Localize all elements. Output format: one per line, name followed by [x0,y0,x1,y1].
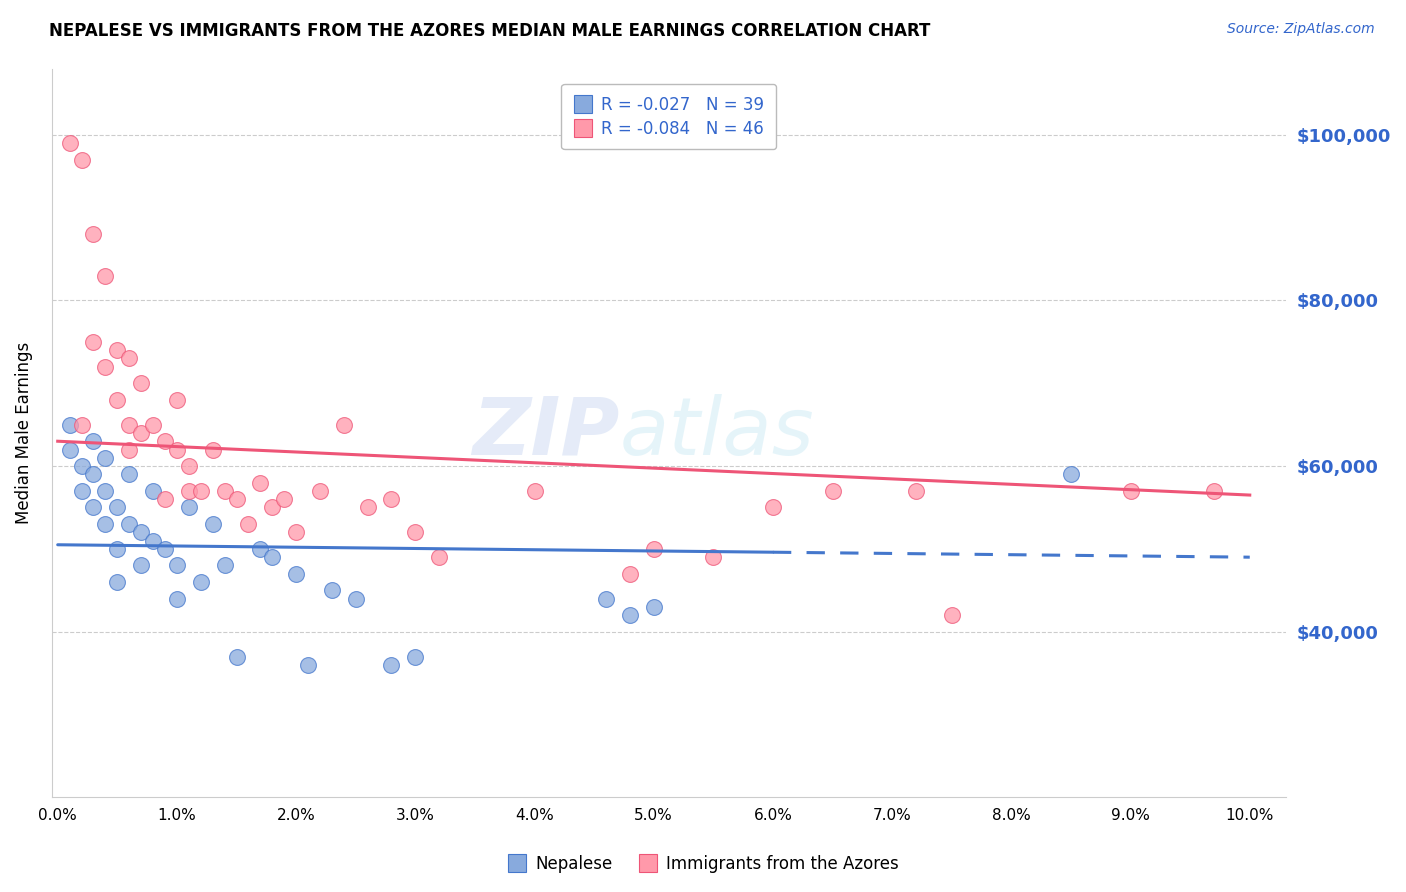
Point [142,533,165,548]
Text: NEPALESE VS IMMIGRANTS FROM THE AZORES MEDIAN MALE EARNINGS CORRELATION CHART: NEPALESE VS IMMIGRANTS FROM THE AZORES M… [49,22,931,40]
Point [118,417,141,432]
Point [225,492,247,507]
Point [225,649,247,664]
Point [105,392,128,407]
Point [702,550,724,565]
Point [153,434,176,449]
Point [94,450,117,465]
Point [619,566,641,581]
Point [285,566,308,581]
Point [297,657,319,672]
Point [214,483,236,498]
Point [619,608,641,623]
Point [214,558,236,573]
Point [190,574,212,589]
Text: ZIP: ZIP [472,394,619,472]
Point [380,657,402,672]
Point [904,483,927,498]
Point [523,483,546,498]
Point [166,591,188,606]
Point [105,574,128,589]
Point [285,525,308,540]
Point [94,483,117,498]
Point [118,351,141,366]
Point [70,459,93,474]
Point [1119,483,1142,498]
Point [105,343,128,358]
Point [821,483,844,498]
Point [643,599,665,614]
Point [118,517,141,532]
Point [262,550,284,565]
Point [201,442,224,457]
Point [356,500,378,515]
Point [404,649,426,664]
Point [129,376,152,391]
Point [643,541,665,556]
Point [105,541,128,556]
Legend: R = -0.027   N = 39, R = -0.084   N = 46: R = -0.027 N = 39, R = -0.084 N = 46 [561,84,776,149]
Point [59,442,82,457]
Point [249,475,271,490]
Point [190,483,212,498]
Point [105,500,128,515]
Point [142,483,165,498]
Point [273,492,295,507]
Point [59,417,82,432]
Point [404,525,426,540]
Point [82,467,104,482]
Point [94,517,117,532]
Point [94,268,117,283]
Point [344,591,367,606]
Point [82,334,104,349]
Point [201,517,224,532]
Point [70,153,93,167]
Point [333,417,356,432]
Y-axis label: Median Male Earnings: Median Male Earnings [15,342,32,524]
Point [309,483,332,498]
Point [177,483,200,498]
Point [59,136,82,150]
Point [166,392,188,407]
Point [118,442,141,457]
Point [762,500,785,515]
Point [595,591,617,606]
Text: atlas: atlas [619,394,814,472]
Point [82,434,104,449]
Point [177,459,200,474]
Text: Source: ZipAtlas.com: Source: ZipAtlas.com [1227,22,1375,37]
Point [262,500,284,515]
Legend: Nepalese, Immigrants from the Azores: Nepalese, Immigrants from the Azores [501,848,905,880]
Point [427,550,450,565]
Point [1060,467,1083,482]
Point [166,442,188,457]
Point [129,525,152,540]
Point [153,492,176,507]
Point [177,500,200,515]
Point [166,558,188,573]
Point [380,492,402,507]
Point [321,583,343,598]
Point [238,517,260,532]
Point [82,227,104,242]
Point [70,483,93,498]
Point [129,425,152,440]
Point [941,608,963,623]
Point [1202,483,1225,498]
Point [249,541,271,556]
Point [118,467,141,482]
Point [70,417,93,432]
Point [142,417,165,432]
Point [94,359,117,374]
Point [153,541,176,556]
Point [82,500,104,515]
Point [129,558,152,573]
